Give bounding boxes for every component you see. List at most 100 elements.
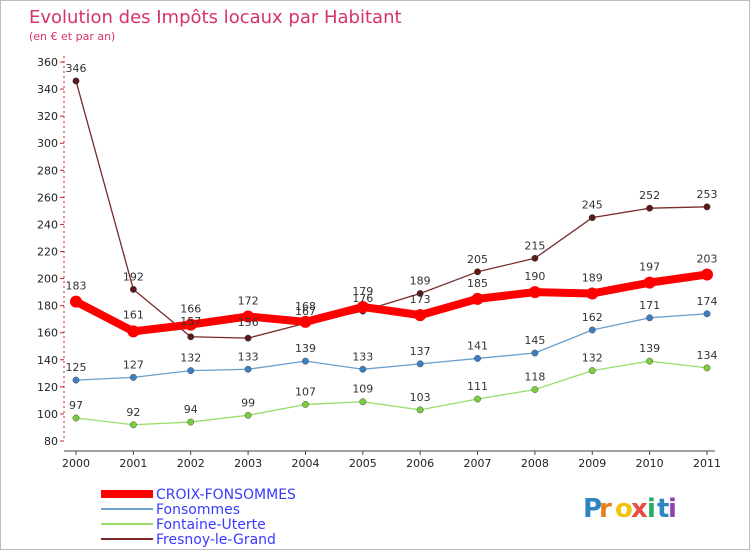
data-label: 132 bbox=[180, 352, 201, 365]
y-tick-label: 340 bbox=[37, 83, 58, 96]
y-tick-label: 280 bbox=[37, 164, 58, 177]
data-label: 99 bbox=[241, 396, 255, 409]
data-labels-layer: 346 192 157 156 167 176 189 205 215 245 252 253 125 1… bbox=[66, 62, 718, 419]
legend-label: Fontaine-Uterte bbox=[156, 517, 266, 533]
x-tick-label: 2000 bbox=[62, 457, 90, 470]
data-point bbox=[474, 395, 481, 403]
series-line bbox=[75, 313, 708, 381]
data-point bbox=[588, 367, 596, 375]
data-label: 173 bbox=[410, 293, 431, 306]
data-label: 162 bbox=[582, 311, 603, 324]
data-label: 139 bbox=[295, 342, 316, 355]
y-tick-label: 120 bbox=[37, 381, 58, 394]
data-label: 125 bbox=[66, 361, 87, 374]
y-tick-label: 180 bbox=[37, 300, 58, 313]
data-label: 161 bbox=[123, 308, 144, 321]
chart-title: Evolution des Impôts locaux par Habitant bbox=[29, 7, 402, 28]
x-tick-label: 2006 bbox=[406, 457, 434, 470]
data-point bbox=[70, 295, 82, 308]
y-tick-label: 260 bbox=[37, 191, 58, 204]
data-label: 103 bbox=[410, 391, 431, 404]
data-point bbox=[646, 314, 654, 322]
data-label: 127 bbox=[123, 358, 144, 371]
data-point bbox=[531, 349, 539, 357]
legend-label: Fonsommes bbox=[156, 502, 240, 518]
series-line bbox=[72, 270, 711, 336]
logo-letter: o bbox=[615, 494, 633, 524]
data-point bbox=[703, 364, 711, 372]
data-label: 118 bbox=[524, 371, 545, 384]
data-point bbox=[588, 326, 596, 334]
data-point bbox=[359, 365, 367, 373]
proxiti-logo: Pr ox i ti bbox=[583, 494, 677, 524]
series-line bbox=[75, 80, 708, 339]
data-label: 157 bbox=[180, 315, 201, 328]
data-label: 252 bbox=[639, 189, 660, 202]
logo-letter: x bbox=[631, 494, 648, 524]
y-tick-label: 100 bbox=[37, 408, 58, 421]
data-label: 183 bbox=[66, 280, 87, 293]
x-tick-label: 2007 bbox=[464, 457, 492, 470]
data-label: 139 bbox=[639, 342, 660, 355]
data-label: 141 bbox=[467, 339, 488, 352]
logo-letter: P bbox=[583, 494, 602, 524]
data-label: 107 bbox=[295, 385, 316, 398]
logo-letter: r bbox=[599, 494, 612, 524]
data-point bbox=[474, 268, 481, 276]
data-point bbox=[302, 357, 309, 365]
legend: CROIX-FONSOMMESFonsommesFontaine-UterteF… bbox=[101, 487, 296, 548]
data-point bbox=[531, 254, 539, 262]
x-tick-label: 2010 bbox=[636, 457, 664, 470]
y-tick-label: 220 bbox=[37, 246, 58, 259]
data-label: 176 bbox=[352, 292, 373, 305]
logo-letter: i bbox=[668, 494, 677, 524]
data-point bbox=[129, 285, 137, 293]
data-label: 109 bbox=[352, 383, 373, 396]
y-tick-label: 240 bbox=[37, 218, 58, 231]
data-point bbox=[302, 401, 309, 408]
data-label: 97 bbox=[69, 399, 83, 412]
x-tick-label: 2005 bbox=[349, 457, 377, 470]
data-point bbox=[356, 300, 369, 313]
axes: 80 100 120 140 160 180 200 220 240 260 280 300 320 34… bbox=[37, 56, 721, 470]
data-label: 197 bbox=[639, 261, 660, 274]
y-tick-label: 360 bbox=[37, 56, 58, 69]
data-point bbox=[646, 357, 654, 365]
data-label: 253 bbox=[697, 188, 718, 201]
data-point bbox=[528, 286, 541, 299]
data-label: 203 bbox=[697, 253, 718, 266]
data-label: 111 bbox=[467, 380, 488, 393]
data-label: 171 bbox=[639, 299, 660, 312]
series-layer bbox=[70, 77, 713, 429]
data-point bbox=[646, 204, 654, 212]
y-tick-label: 80 bbox=[44, 435, 58, 448]
data-point bbox=[299, 315, 312, 328]
data-label: 133 bbox=[352, 350, 373, 363]
data-point bbox=[701, 268, 713, 281]
data-point bbox=[416, 290, 424, 297]
data-point bbox=[72, 414, 80, 422]
data-label: 168 bbox=[295, 300, 316, 313]
data-point bbox=[184, 318, 197, 331]
x-tick-label: 2008 bbox=[521, 457, 549, 470]
data-label: 134 bbox=[697, 349, 718, 362]
data-point bbox=[414, 309, 427, 322]
data-point bbox=[471, 292, 484, 305]
data-point bbox=[242, 310, 255, 323]
data-point bbox=[72, 77, 80, 85]
legend-label: Fresnoy-le-Grand bbox=[156, 532, 276, 548]
data-point bbox=[416, 360, 424, 368]
data-label: 145 bbox=[524, 334, 545, 347]
data-label: 189 bbox=[410, 274, 431, 287]
data-point bbox=[187, 367, 195, 375]
data-label: 156 bbox=[238, 316, 259, 329]
data-label: 133 bbox=[238, 350, 259, 363]
data-point bbox=[129, 373, 137, 381]
x-tick-label: 2001 bbox=[119, 457, 147, 470]
y-tick-label: 200 bbox=[37, 273, 58, 286]
data-label: 166 bbox=[180, 303, 201, 316]
data-point bbox=[129, 421, 137, 429]
data-label: 167 bbox=[295, 305, 316, 318]
logo-letter: t bbox=[657, 494, 669, 524]
